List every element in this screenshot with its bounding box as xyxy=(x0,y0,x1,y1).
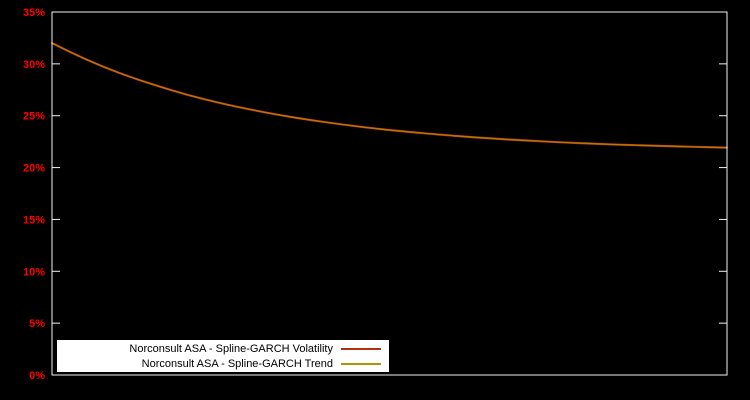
y-axis-tick-label: 5% xyxy=(29,318,45,330)
legend-entry-volatility: Norconsult ASA - Spline-GARCH Volatility xyxy=(63,342,381,356)
y-axis-tick-label: 15% xyxy=(23,214,45,226)
y-axis-tick-label: 10% xyxy=(23,266,45,278)
series-line-0 xyxy=(50,42,729,149)
legend-label-trend: Norconsult ASA - Spline-GARCH Trend xyxy=(141,357,333,370)
y-axis-tick-label: 35% xyxy=(23,7,45,19)
y-axis-tick-label: 25% xyxy=(23,111,45,123)
y-axis-tick-label: 20% xyxy=(23,163,45,175)
y-axis-tick-label: 0% xyxy=(29,370,45,382)
plot-border xyxy=(51,11,728,376)
series-lines xyxy=(50,42,729,149)
legend-entry-trend: Norconsult ASA - Spline-GARCH Trend xyxy=(63,357,381,371)
legend-line-sample-trend xyxy=(341,362,381,365)
y-axis: 0% 5% 10% 15% 20% 25% 30% 35% xyxy=(23,7,727,382)
legend-label-volatility: Norconsult ASA - Spline-GARCH Volatility xyxy=(129,342,333,355)
legend-line-sample-volatility xyxy=(341,347,381,350)
chart-legend: Norconsult ASA - Spline-GARCH Volatility… xyxy=(56,339,390,373)
series-line-1 xyxy=(51,42,728,149)
y-axis-tick-label: 30% xyxy=(23,59,45,71)
